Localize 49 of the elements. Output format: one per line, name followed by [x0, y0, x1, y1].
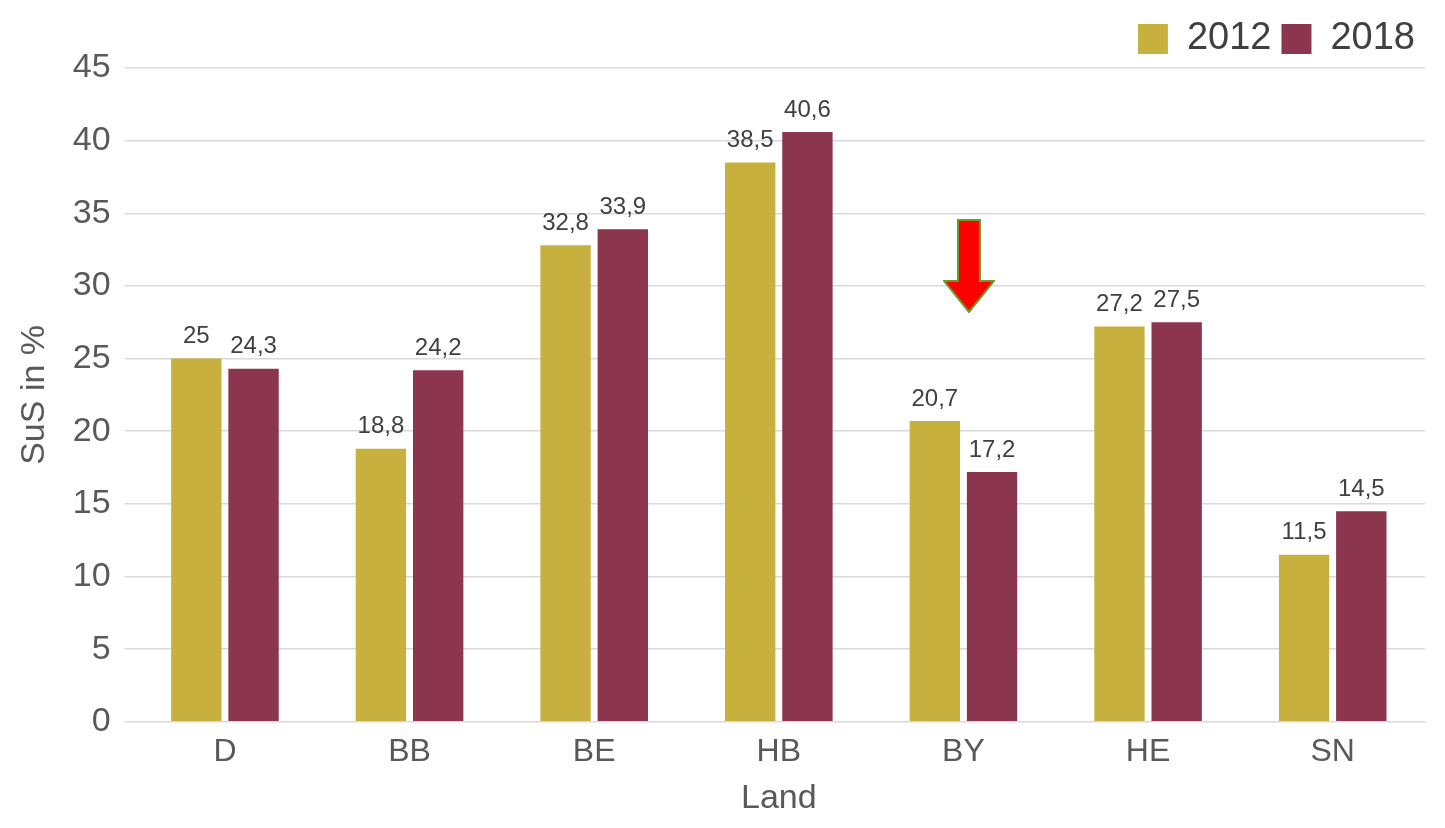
bar [909, 421, 960, 722]
data-label: 40,6 [784, 94, 831, 122]
data-label: 17,2 [968, 434, 1016, 462]
y-axis-title: SuS in % [12, 324, 51, 465]
bar [1151, 322, 1202, 722]
data-label: 14,5 [1337, 473, 1385, 501]
data-label: 24,2 [414, 332, 462, 360]
y-tick-label: 40 [72, 119, 111, 158]
data-label: 27,2 [1096, 289, 1143, 317]
legend-label: 2012 [1186, 15, 1272, 58]
data-label: 20,7 [911, 383, 959, 411]
data-label: 32,8 [542, 207, 589, 235]
bar [966, 471, 1018, 722]
bar [1278, 554, 1330, 722]
bar [228, 368, 279, 722]
y-tick-label: 35 [72, 191, 111, 230]
x-tick-label: HE [1125, 731, 1171, 768]
legend-label: 2018 [1330, 15, 1416, 58]
bar [1094, 326, 1145, 722]
x-axis-title: Land [740, 776, 817, 815]
x-tick-label: BY [942, 731, 985, 768]
y-tick-label: 45 [72, 46, 111, 85]
bar [597, 229, 648, 722]
y-tick-label: 10 [72, 554, 111, 593]
y-tick-label: 20 [72, 409, 111, 448]
data-label: 18,8 [357, 411, 405, 439]
bar [1336, 511, 1387, 722]
x-tick-label: HB [756, 731, 802, 768]
x-tick-label: BE [572, 731, 616, 768]
data-label: 24,3 [230, 331, 277, 359]
x-tick-label: SN [1310, 731, 1355, 768]
data-label: 27,5 [1153, 284, 1201, 312]
bar [355, 448, 407, 722]
data-label: 38,5 [726, 125, 774, 153]
y-tick-label: 15 [72, 482, 111, 521]
y-tick-label: 30 [72, 264, 111, 303]
x-tick-label: BB [388, 731, 431, 768]
bar [412, 370, 464, 722]
y-tick-label: 25 [72, 336, 111, 375]
data-label: 33,9 [599, 191, 647, 219]
bar [171, 358, 222, 722]
y-tick-label: 0 [91, 700, 111, 739]
bar [540, 245, 591, 722]
x-tick-label: D [213, 731, 237, 768]
y-tick-label: 5 [91, 627, 111, 666]
bar [725, 162, 776, 722]
data-label: 11,5 [1281, 517, 1327, 545]
bar [782, 131, 833, 722]
data-label: 25 [182, 321, 210, 349]
